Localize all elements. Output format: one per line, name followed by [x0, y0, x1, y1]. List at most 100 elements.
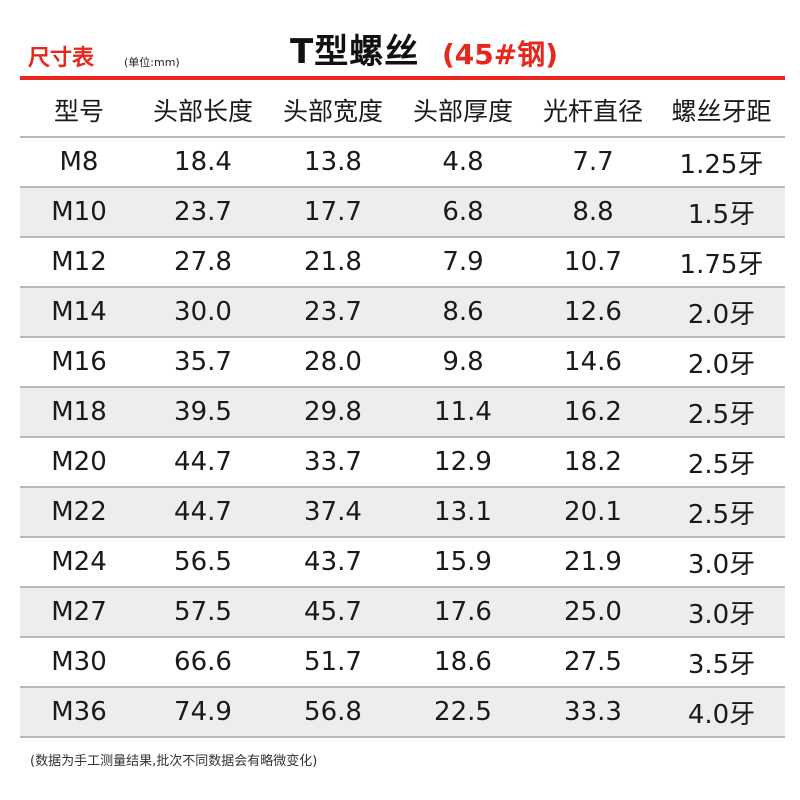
- table-cell: 2.5牙: [658, 387, 785, 438]
- table-header-row: 型号 头部长度 头部宽度 头部厚度 光杆直径 螺丝牙距: [20, 84, 785, 138]
- table-cell: 14.6: [528, 337, 658, 388]
- table-cell: 6.8: [398, 187, 528, 238]
- table-row: M30 66.6 51.7 18.6 27.5 3.5牙: [20, 637, 785, 688]
- table-row: M20 44.7 33.7 12.9 18.2 2.5牙: [20, 437, 785, 488]
- table-cell: 3.5牙: [658, 637, 785, 688]
- table-cell: 57.5: [138, 587, 268, 638]
- column-header: 螺丝牙距: [658, 84, 785, 138]
- table-cell: 17.7: [268, 187, 398, 238]
- table-cell: 51.7: [268, 637, 398, 688]
- table-cell: 22.5: [398, 687, 528, 738]
- table-cell: 13.8: [268, 137, 398, 188]
- table-cell: 4.0牙: [658, 687, 785, 738]
- table-row: M10 23.7 17.7 6.8 8.8 1.5牙: [20, 187, 785, 238]
- header-divider: [20, 76, 785, 80]
- table-cell: 7.9: [398, 237, 528, 288]
- page-title: T型螺丝: [290, 32, 420, 72]
- column-header: 型号: [20, 84, 138, 138]
- table-row: M18 39.5 29.8 11.4 16.2 2.5牙: [20, 387, 785, 438]
- table-cell: 18.6: [398, 637, 528, 688]
- table-cell: 15.9: [398, 537, 528, 588]
- table-cell: 35.7: [138, 337, 268, 388]
- table-cell: 44.7: [138, 487, 268, 538]
- table-cell: 3.0牙: [658, 587, 785, 638]
- table-row: M16 35.7 28.0 9.8 14.6 2.0牙: [20, 337, 785, 388]
- table-cell: 11.4: [398, 387, 528, 438]
- table-cell: 33.7: [268, 437, 398, 488]
- material-label: (45#钢): [442, 38, 559, 71]
- table-row: M12 27.8 21.8 7.9 10.7 1.75牙: [20, 237, 785, 288]
- table-cell: 27.5: [528, 637, 658, 688]
- table-row: M22 44.7 37.4 13.1 20.1 2.5牙: [20, 487, 785, 538]
- table-cell: 30.0: [138, 287, 268, 338]
- column-header: 头部厚度: [398, 84, 528, 138]
- size-table-label: 尺寸表: [28, 46, 95, 71]
- column-header: 头部宽度: [268, 84, 398, 138]
- table-cell: 28.0: [268, 337, 398, 388]
- table-cell: 3.0牙: [658, 537, 785, 588]
- table-cell: 29.8: [268, 387, 398, 438]
- model-cell: M22: [20, 487, 138, 538]
- table-row: M36 74.9 56.8 22.5 33.3 4.0牙: [20, 687, 785, 738]
- table-cell: 18.4: [138, 137, 268, 188]
- model-cell: M14: [20, 287, 138, 338]
- footnote: (数据为手工测量结果,批次不同数据会有略微变化): [30, 754, 318, 769]
- table-cell: 56.5: [138, 537, 268, 588]
- table-cell: 2.5牙: [658, 487, 785, 538]
- table-cell: 12.9: [398, 437, 528, 488]
- model-cell: M30: [20, 637, 138, 688]
- model-cell: M12: [20, 237, 138, 288]
- model-cell: M24: [20, 537, 138, 588]
- table-cell: 16.2: [528, 387, 658, 438]
- model-cell: M36: [20, 687, 138, 738]
- table-cell: 12.6: [528, 287, 658, 338]
- table-cell: 66.6: [138, 637, 268, 688]
- table-cell: 10.7: [528, 237, 658, 288]
- table-cell: 27.8: [138, 237, 268, 288]
- unit-label: (单位:mm): [124, 56, 180, 69]
- model-cell: M27: [20, 587, 138, 638]
- table-cell: 39.5: [138, 387, 268, 438]
- table-cell: 37.4: [268, 487, 398, 538]
- table-row: M24 56.5 43.7 15.9 21.9 3.0牙: [20, 537, 785, 588]
- table-cell: 56.8: [268, 687, 398, 738]
- table-cell: 2.0牙: [658, 337, 785, 388]
- table-cell: 8.8: [528, 187, 658, 238]
- table-cell: 18.2: [528, 437, 658, 488]
- header: 尺寸表 (单位:mm) T型螺丝 (45#钢): [0, 0, 800, 80]
- table-cell: 1.25牙: [658, 137, 785, 188]
- table-cell: 33.3: [528, 687, 658, 738]
- table-row: M8 18.4 13.8 4.8 7.7 1.25牙: [20, 137, 785, 188]
- model-cell: M16: [20, 337, 138, 388]
- table-cell: 2.5牙: [658, 437, 785, 488]
- table-cell: 21.9: [528, 537, 658, 588]
- table-cell: 8.6: [398, 287, 528, 338]
- column-header: 头部长度: [138, 84, 268, 138]
- table-cell: 7.7: [528, 137, 658, 188]
- table-cell: 1.75牙: [658, 237, 785, 288]
- table-cell: 9.8: [398, 337, 528, 388]
- table-row: M14 30.0 23.7 8.6 12.6 2.0牙: [20, 287, 785, 338]
- table-cell: 17.6: [398, 587, 528, 638]
- table-body: M8 18.4 13.8 4.8 7.7 1.25牙 M10 23.7 17.7 6.8 8.8 1.…: [20, 137, 785, 738]
- table-cell: 20.1: [528, 487, 658, 538]
- table-cell: 13.1: [398, 487, 528, 538]
- table-cell: 44.7: [138, 437, 268, 488]
- model-cell: M20: [20, 437, 138, 488]
- table-cell: 4.8: [398, 137, 528, 188]
- table-cell: 23.7: [268, 287, 398, 338]
- table-cell: 21.8: [268, 237, 398, 288]
- table-cell: 23.7: [138, 187, 268, 238]
- table-cell: 43.7: [268, 537, 398, 588]
- table-cell: 25.0: [528, 587, 658, 638]
- model-cell: M8: [20, 137, 138, 188]
- size-table: 型号 头部长度 头部宽度 头部厚度 光杆直径 螺丝牙距 M8 18.4 13.8 4.8 7.7 1…: [20, 84, 785, 738]
- table-row: M27 57.5 45.7 17.6 25.0 3.0牙: [20, 587, 785, 638]
- table-cell: 74.9: [138, 687, 268, 738]
- column-header: 光杆直径: [528, 84, 658, 138]
- model-cell: M10: [20, 187, 138, 238]
- table-cell: 2.0牙: [658, 287, 785, 338]
- table-cell: 1.5牙: [658, 187, 785, 238]
- table-cell: 45.7: [268, 587, 398, 638]
- model-cell: M18: [20, 387, 138, 438]
